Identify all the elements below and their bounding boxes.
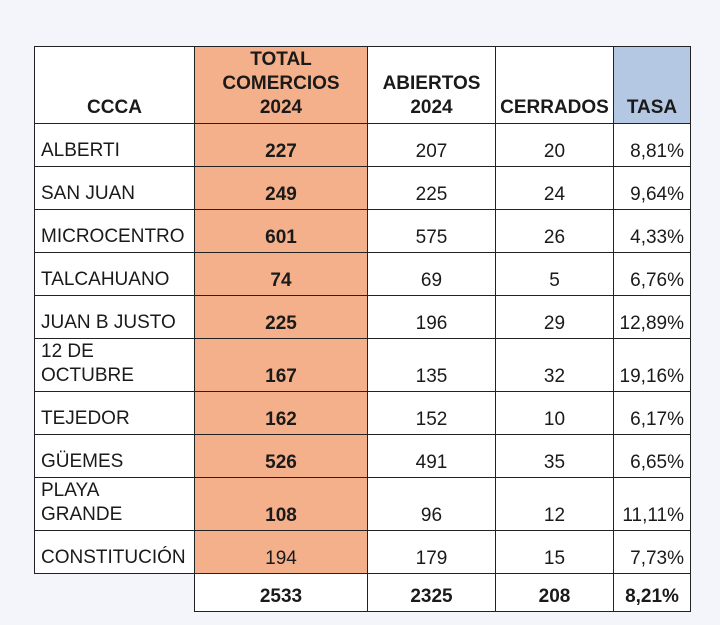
commerce-table: CCCA TOTAL COMERCIOS 2024 ABIERTOS 2024 … xyxy=(34,46,691,612)
row-closed: 35 xyxy=(495,434,614,478)
totals-rate: 8,21% xyxy=(613,573,691,612)
row-total: 167 xyxy=(194,338,368,392)
row-open: 135 xyxy=(367,338,496,392)
row-name: SAN JUAN xyxy=(34,166,195,210)
row-rate: 4,33% xyxy=(613,209,691,253)
row-total: 108 xyxy=(194,477,368,531)
table-row: ALBERTI 227 207 20 8,81% xyxy=(34,123,691,167)
row-closed: 20 xyxy=(495,123,614,167)
row-name: ALBERTI xyxy=(34,123,195,167)
row-open: 96 xyxy=(367,477,496,531)
row-name: TALCAHUANO xyxy=(34,252,195,296)
totals-closed: 208 xyxy=(495,573,614,612)
row-name: TEJEDOR xyxy=(34,391,195,435)
row-rate: 19,16% xyxy=(613,338,691,392)
table-row: CONSTITUCIÓN 194 179 15 7,73% xyxy=(34,530,691,574)
table-row: PLAYA GRANDE 108 96 12 11,11% xyxy=(34,477,691,531)
table-row: TALCAHUANO 74 69 5 6,76% xyxy=(34,252,691,296)
row-open: 225 xyxy=(367,166,496,210)
row-name: PLAYA GRANDE xyxy=(34,477,195,531)
row-closed: 26 xyxy=(495,209,614,253)
commerce-table-container: CCCA TOTAL COMERCIOS 2024 ABIERTOS 2024 … xyxy=(34,46,691,612)
row-closed: 32 xyxy=(495,338,614,392)
totals-blank-cell xyxy=(35,574,195,612)
table-row: GÜEMES 526 491 35 6,65% xyxy=(34,434,691,478)
row-open: 179 xyxy=(367,530,496,574)
table-row: SAN JUAN 249 225 24 9,64% xyxy=(34,166,691,210)
header-tasa: TASA xyxy=(613,46,691,124)
row-total: 225 xyxy=(194,295,368,339)
header-cerrados: CERRADOS xyxy=(495,46,614,124)
row-total: 74 xyxy=(194,252,368,296)
header-abiertos: ABIERTOS 2024 xyxy=(367,46,496,124)
row-closed: 15 xyxy=(495,530,614,574)
row-open: 152 xyxy=(367,391,496,435)
row-rate: 9,64% xyxy=(613,166,691,210)
row-name: GÜEMES xyxy=(34,434,195,478)
row-open: 491 xyxy=(367,434,496,478)
row-rate: 6,17% xyxy=(613,391,691,435)
header-total-comercios: TOTAL COMERCIOS 2024 xyxy=(194,46,368,124)
row-rate: 8,81% xyxy=(613,123,691,167)
totals-open: 2325 xyxy=(367,573,496,612)
row-rate: 7,73% xyxy=(613,530,691,574)
row-closed: 12 xyxy=(495,477,614,531)
row-total: 601 xyxy=(194,209,368,253)
row-total: 249 xyxy=(194,166,368,210)
row-total: 194 xyxy=(194,530,368,574)
row-closed: 5 xyxy=(495,252,614,296)
row-name: 12 DE OCTUBRE xyxy=(34,338,195,392)
row-closed: 29 xyxy=(495,295,614,339)
row-name: CONSTITUCIÓN xyxy=(34,530,195,574)
row-open: 207 xyxy=(367,123,496,167)
table-row: 12 DE OCTUBRE 167 135 32 19,16% xyxy=(34,338,691,392)
table-row: JUAN B JUSTO 225 196 29 12,89% xyxy=(34,295,691,339)
table-row: TEJEDOR 162 152 10 6,17% xyxy=(34,391,691,435)
row-rate: 12,89% xyxy=(613,295,691,339)
row-total: 162 xyxy=(194,391,368,435)
row-closed: 10 xyxy=(495,391,614,435)
header-row: CCCA TOTAL COMERCIOS 2024 ABIERTOS 2024 … xyxy=(34,46,691,124)
row-name: JUAN B JUSTO xyxy=(34,295,195,339)
row-total: 526 xyxy=(194,434,368,478)
totals-row: 2533 2325 208 8,21% xyxy=(35,573,691,612)
table-row: MICROCENTRO 601 575 26 4,33% xyxy=(34,209,691,253)
row-rate: 11,11% xyxy=(613,477,691,531)
row-open: 575 xyxy=(367,209,496,253)
row-open: 69 xyxy=(367,252,496,296)
totals-total: 2533 xyxy=(194,573,368,612)
row-open: 196 xyxy=(367,295,496,339)
row-total: 227 xyxy=(194,123,368,167)
row-closed: 24 xyxy=(495,166,614,210)
header-ccca: CCCA xyxy=(34,46,195,124)
row-name: MICROCENTRO xyxy=(34,209,195,253)
row-rate: 6,65% xyxy=(613,434,691,478)
row-rate: 6,76% xyxy=(613,252,691,296)
